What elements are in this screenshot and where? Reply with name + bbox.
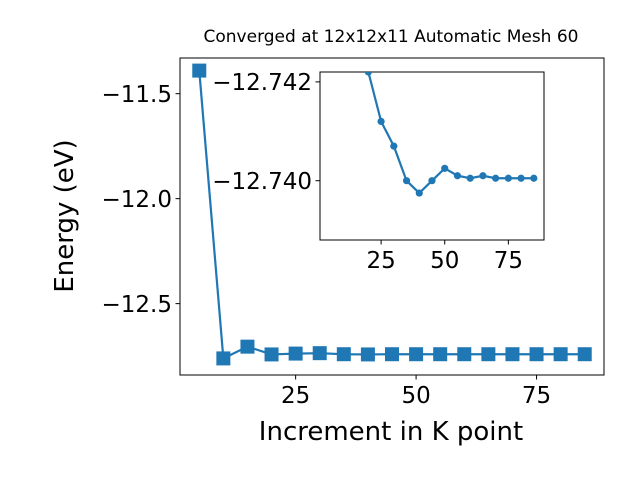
inset-x-tick-label: 50	[430, 248, 459, 274]
main-data-point	[577, 347, 592, 362]
main-y-tick-label: −12.0	[102, 187, 172, 213]
main-data-point	[336, 347, 351, 362]
inset-data-point	[530, 174, 538, 182]
inset-x-tick-label: 75	[494, 248, 523, 274]
inset-y-ticks: −12.742 −12.740	[212, 70, 320, 195]
main-data-point	[457, 347, 472, 362]
inset-x-tick-label: 25	[366, 248, 395, 274]
inset-data-point	[492, 174, 500, 182]
inset-y-tick-label: −12.742	[212, 70, 312, 96]
main-data-point	[529, 347, 544, 362]
main-y-tick-label: −11.5	[102, 82, 172, 108]
main-y-ticks: −11.5 −12.0 −12.5	[102, 82, 180, 318]
main-data-point	[312, 346, 327, 361]
main-data-point	[385, 347, 399, 362]
y-axis-label: Energy (eV)	[50, 139, 80, 292]
main-data-point	[288, 346, 303, 361]
inset-plot-frame	[319, 71, 545, 241]
main-x-tick-label: 50	[401, 383, 430, 409]
main-data-point	[192, 63, 207, 78]
main-data-point	[433, 347, 448, 362]
inset-data-point	[415, 189, 423, 197]
main-data-point	[360, 347, 375, 362]
x-axis-label: Increment in K point	[259, 417, 523, 447]
inset-y-tick-label: −12.740	[212, 169, 312, 195]
main-data-point	[553, 347, 568, 362]
main-series	[192, 63, 592, 366]
inset-data-point	[364, 72, 372, 76]
main-x-tick-label: 75	[522, 383, 551, 409]
inset-data-point	[504, 174, 512, 182]
main-data-point	[409, 347, 424, 362]
inset-x-ticks: 25 50 75	[366, 240, 523, 274]
main-data-point	[505, 347, 520, 362]
inset-data-point	[466, 174, 474, 182]
inset-axes: 25 50 75 −12.742 −12.740	[212, 70, 545, 274]
inset-data-point	[390, 142, 398, 150]
main-data-point	[240, 339, 255, 354]
inset-data-point	[428, 177, 436, 185]
main-data-point	[264, 347, 279, 362]
main-x-ticks: 25 50 75	[281, 375, 551, 409]
chart-title: Converged at 12x12x11 Automatic Mesh 60	[204, 27, 579, 47]
main-data-point	[481, 347, 496, 362]
inset-data-point	[517, 174, 525, 182]
main-x-tick-label: 25	[281, 383, 310, 409]
main-data-point	[216, 351, 231, 366]
inset-series	[364, 72, 538, 197]
inset-data-point	[377, 117, 385, 126]
main-y-tick-label: −12.5	[102, 292, 172, 318]
inset-data-point	[453, 172, 462, 180]
inset-data-point	[441, 164, 449, 172]
inset-data-point	[402, 177, 411, 185]
inset-data-point	[479, 172, 487, 180]
